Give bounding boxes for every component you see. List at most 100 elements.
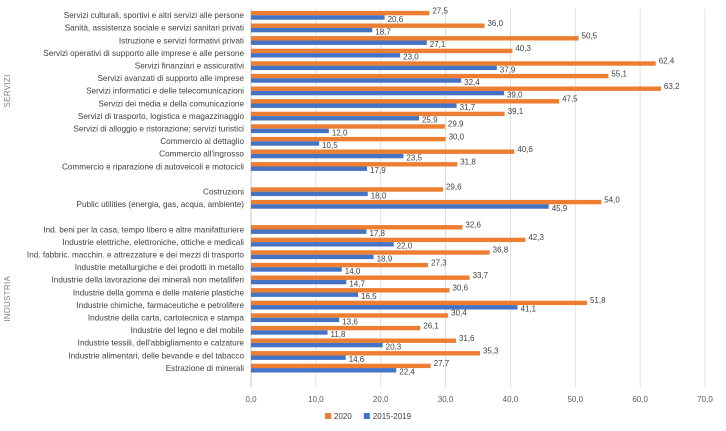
bar-2020 <box>251 288 450 293</box>
bar-2020 <box>251 363 431 369</box>
bar-2020 <box>251 300 587 306</box>
value-label-2020: 40,6 <box>517 145 533 154</box>
value-label-2015-2019: 25,9 <box>422 116 438 125</box>
bar-2020 <box>251 187 443 192</box>
category-label: Industrie della lavorazione dei minerali… <box>51 276 244 285</box>
bar-2015-2019 <box>251 267 342 272</box>
category-label: Commercio al dettaglio <box>160 137 244 146</box>
value-label-2015-2019: 23,0 <box>403 53 419 62</box>
category-label: Commercio all'ingrosso <box>159 150 244 159</box>
bar-2020 <box>251 162 458 167</box>
bar-2020 <box>251 225 463 230</box>
value-label-2015-2019: 16,5 <box>361 292 377 301</box>
bar-2020 <box>251 10 430 16</box>
sector-label: SERVIZI <box>3 74 12 107</box>
category-label: Industrie metallurgiche e dei prodotti i… <box>75 263 245 272</box>
value-label-2020: 47,5 <box>562 95 578 104</box>
bar-2015-2019 <box>251 305 518 310</box>
bar-2015-2019 <box>251 330 328 335</box>
category-label: Industrie tessili, dell'abbigliamento e … <box>78 339 245 348</box>
bar-2020 <box>251 73 609 79</box>
category-label: Commercio e riparazione di autoveicoli e… <box>62 162 244 171</box>
bar-2015-2019 <box>251 279 347 285</box>
bar-2020 <box>251 111 505 117</box>
bar-2015-2019 <box>251 368 397 373</box>
value-label-2020: 27,5 <box>432 6 448 15</box>
bar-2015-2019 <box>251 292 359 297</box>
bar-2020 <box>251 313 449 318</box>
bar-2015-2019 <box>251 15 385 20</box>
x-tick-label: 30,0 <box>438 395 454 404</box>
bar-2015-2019 <box>251 229 367 234</box>
category-label: Industrie elettriche, elettroniche, otti… <box>62 238 244 247</box>
value-label-2015-2019: 18,9 <box>377 254 393 263</box>
value-label-2015-2019: 22,0 <box>397 242 413 251</box>
legend-swatch <box>363 413 370 419</box>
category-label: Servizi di alloggio e ristorazione; serv… <box>73 125 244 134</box>
x-tick-label: 20,0 <box>373 395 389 404</box>
category-label: Istruzione e servizi formativi privati <box>119 36 244 45</box>
bar-2015-2019 <box>251 90 504 96</box>
bar-2015-2019 <box>251 78 462 83</box>
category-labels: Servizi culturali, sportivi e altri serv… <box>27 11 245 373</box>
bar-2020 <box>251 325 421 331</box>
bars <box>251 10 661 373</box>
bar-2020 <box>251 338 456 343</box>
bar-2020 <box>251 262 429 268</box>
value-label-2020: 26,1 <box>423 321 439 330</box>
bar-2020 <box>251 149 515 154</box>
value-label-2020: 36,8 <box>493 246 509 255</box>
legend-label: 2015-2019 <box>373 412 412 421</box>
x-tick-label: 0,0 <box>245 395 257 404</box>
value-label-2015-2019: 31,7 <box>460 103 476 112</box>
value-label-2015-2019: 17,9 <box>370 166 386 175</box>
value-label-2015-2019: 14,6 <box>349 355 365 364</box>
x-tick-label: 10,0 <box>308 395 324 404</box>
value-label-2015-2019: 18,7 <box>375 28 391 37</box>
bar-2015-2019 <box>251 103 457 108</box>
category-label: Servizi finanziari e assicurativi <box>135 62 244 71</box>
sector-label: INDUSTRIA <box>3 276 12 322</box>
value-label-2015-2019: 27,1 <box>430 40 446 49</box>
bar-2020 <box>251 199 602 205</box>
category-label: Servizi avanzati di supporto alle impres… <box>97 74 244 83</box>
value-label-2020: 32,6 <box>465 221 481 230</box>
bar-2015-2019 <box>251 116 419 121</box>
value-label-2015-2019: 20,3 <box>386 343 402 352</box>
category-label: Servizi di trasporto, logistica e magazz… <box>78 112 245 121</box>
x-tick-label: 70,0 <box>697 395 713 404</box>
value-label-2020: 51,8 <box>590 296 606 305</box>
value-label-2015-2019: 14,0 <box>345 267 361 276</box>
bar-2015-2019 <box>251 317 340 323</box>
value-label-2020: 63,2 <box>664 82 680 91</box>
value-label-2020: 33,7 <box>473 271 489 280</box>
value-label-2020: 30,0 <box>449 132 465 141</box>
bar-2020 <box>251 61 656 66</box>
bar-2020 <box>251 48 513 54</box>
bar-2020 <box>251 250 490 255</box>
category-label: Industrie chimiche, farmaceutiche e petr… <box>77 301 245 310</box>
category-label: Ind. fabbric. macchin. e attrezzature e … <box>27 251 245 260</box>
category-label: Estrazione di minerali <box>166 364 244 373</box>
category-label: Industrie del legno e del mobile <box>131 326 245 335</box>
value-label-2020: 30,6 <box>452 284 468 293</box>
bar-2020 <box>251 86 661 91</box>
value-label-2015-2019: 13,6 <box>342 317 358 326</box>
category-label: Ind. beni per la casa, tempo libero e al… <box>43 225 244 234</box>
sector-labels: SERVIZI INDUSTRIA <box>3 74 12 321</box>
bar-2015-2019 <box>251 27 373 33</box>
legend-swatch <box>325 413 331 419</box>
value-label-2015-2019: 32,4 <box>464 78 480 87</box>
value-label-2020: 39,1 <box>508 107 524 116</box>
category-label: Servizi operativi di supporto alle impre… <box>43 49 244 58</box>
value-label-2020: 36,0 <box>487 19 503 28</box>
value-label-2015-2019: 11,8 <box>331 330 347 339</box>
x-tick-label: 60,0 <box>632 395 648 404</box>
x-tick-label: 40,0 <box>503 395 519 404</box>
value-label-2020: 30,4 <box>451 309 467 318</box>
value-label-2015-2019: 18,0 <box>371 191 387 200</box>
value-label-2015-2019: 22,4 <box>399 368 415 377</box>
bar-2015-2019 <box>251 204 549 209</box>
bar-2020 <box>251 136 446 142</box>
category-label: Servizi informatici e delle telecomunica… <box>86 87 244 96</box>
